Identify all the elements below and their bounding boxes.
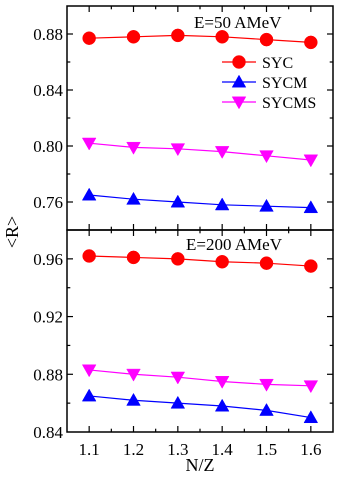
y-tick-label: 0.84 <box>33 81 63 100</box>
data-point-sycms <box>303 154 319 168</box>
data-point-sycms <box>170 371 186 385</box>
y-tick-label: 0.88 <box>33 365 63 384</box>
series-line-sycm-panel-2 <box>89 395 311 419</box>
y-tick-label: 0.96 <box>33 250 63 269</box>
legend-label-syc: SYC <box>262 55 293 72</box>
x-tick-label: 1.4 <box>212 440 234 459</box>
data-point-sycms <box>303 380 319 394</box>
x-axis-label: N/Z <box>186 455 215 475</box>
x-tick-label: 1.1 <box>79 440 100 459</box>
data-point-syc <box>304 259 318 273</box>
legend-label-sycm: SYCM <box>262 75 307 92</box>
series-line-sycms-panel-2 <box>89 369 311 387</box>
data-point-syc <box>259 32 274 47</box>
data-point-sycm <box>303 410 319 424</box>
data-point-sycm <box>170 194 186 208</box>
data-point-sycms <box>126 141 141 155</box>
series-line-syc-panel-1 <box>89 34 311 43</box>
data-point-sycm <box>126 392 141 406</box>
data-point-syc <box>171 28 185 43</box>
legend-marker-sycms <box>231 96 247 110</box>
data-point-sycms <box>259 378 274 392</box>
data-point-sycm <box>170 395 186 409</box>
data-point-syc <box>126 30 141 44</box>
x-tick-label: 1.2 <box>123 440 144 459</box>
data-point-sycm <box>126 191 141 205</box>
data-point-syc <box>215 30 229 44</box>
data-point-sycms <box>259 150 274 164</box>
y-axis-label: <R> <box>2 216 22 248</box>
y-tick-label: 0.92 <box>33 308 63 327</box>
data-point-sycms <box>170 143 186 157</box>
y-tick-label: 0.84 <box>33 423 63 442</box>
legend-marker-sycm <box>231 74 247 88</box>
y-tick-label: 0.76 <box>33 193 63 212</box>
y-tick-label: 0.88 <box>33 25 63 44</box>
data-point-syc <box>171 252 185 266</box>
data-point-sycms <box>81 137 97 151</box>
data-point-sycms <box>81 364 97 378</box>
panel-annotation-2: E=200 AMeV <box>186 235 283 254</box>
series-line-syc-panel-2 <box>89 255 311 267</box>
data-point-sycms <box>126 368 141 382</box>
series-line-sycms-panel-1 <box>89 142 311 161</box>
data-point-sycm <box>259 198 274 212</box>
data-point-syc <box>304 35 318 50</box>
data-point-sycm <box>214 197 230 211</box>
x-tick-label: 1.3 <box>167 440 188 459</box>
data-point-sycm <box>214 398 230 412</box>
legend-marker-syc <box>232 55 246 69</box>
series-line-sycm-panel-1 <box>89 194 311 209</box>
data-point-sycms <box>214 376 230 389</box>
x-tick-label: 1.6 <box>300 440 321 459</box>
y-tick-label: 0.80 <box>33 137 63 156</box>
data-point-syc <box>82 249 96 263</box>
legend-label-sycms: SYCMS <box>262 95 316 112</box>
data-point-syc <box>82 31 96 45</box>
x-tick-label: 1.5 <box>256 440 277 459</box>
data-point-sycm <box>259 403 274 416</box>
panel-annotation-1: E=50 AMeV <box>194 13 282 32</box>
data-point-sycms <box>214 146 230 159</box>
data-point-sycm <box>303 200 319 214</box>
data-point-syc <box>126 250 141 265</box>
data-point-sycm <box>81 388 97 402</box>
data-point-sycm <box>81 187 97 201</box>
data-point-syc <box>215 254 229 269</box>
data-point-syc <box>259 256 274 270</box>
